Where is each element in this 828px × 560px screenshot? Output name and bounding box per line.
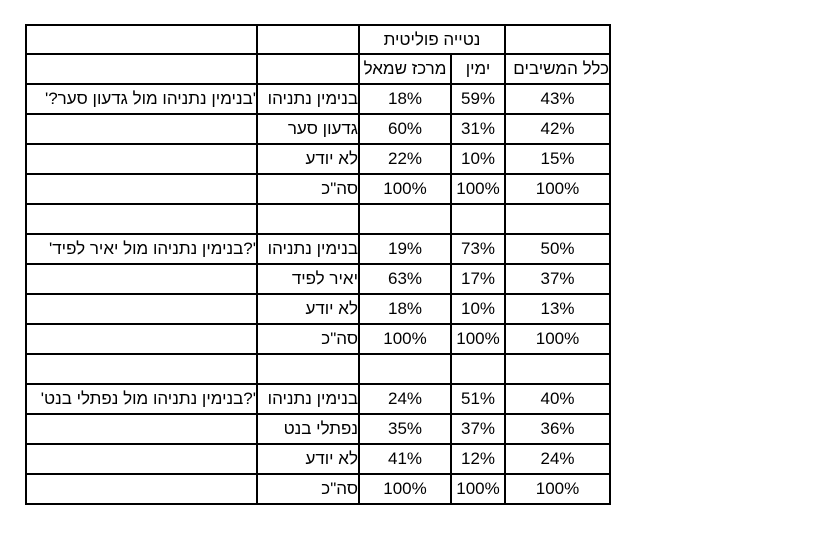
right-value[interactable]: 100%	[450, 323, 506, 355]
all-value[interactable]: 37%	[504, 263, 611, 295]
center-left-value[interactable]: 63%	[358, 263, 452, 295]
answer-cell[interactable]: יאיר לפיד	[256, 263, 360, 295]
all-value[interactable]: 43%	[504, 83, 611, 115]
answer-cell[interactable]: לא יודע	[256, 443, 360, 475]
political-leaning-header[interactable]: נטייה פוליטית	[358, 24, 506, 55]
table-row: לא יודע 41% 12% 24%	[25, 443, 611, 475]
center-left-value[interactable]: 18%	[358, 293, 452, 325]
table-row: סה"כ 100% 100% 100%	[25, 173, 611, 205]
all-value[interactable]: 100%	[504, 173, 611, 205]
empty-cell[interactable]	[450, 353, 506, 385]
empty-cell[interactable]	[358, 353, 452, 385]
center-left-value[interactable]: 100%	[358, 173, 452, 205]
header-row-group: נטייה פוליטית	[25, 24, 611, 55]
center-left-value[interactable]: 60%	[358, 113, 452, 145]
question-cell[interactable]: '?בנימין נתניהו מול נפתלי בנט'	[25, 383, 258, 415]
center-left-value[interactable]: 100%	[358, 323, 452, 355]
empty-cell[interactable]	[25, 413, 258, 445]
center-left-value[interactable]: 22%	[358, 143, 452, 175]
table-row: יאיר לפיד 63% 17% 37%	[25, 263, 611, 295]
empty-cell[interactable]	[25, 293, 258, 325]
empty-cell[interactable]	[256, 24, 360, 55]
table-row: '?בנימין נתניהו מול נפתלי בנט' בנימין נת…	[25, 383, 611, 415]
empty-cell[interactable]	[358, 203, 452, 235]
answer-cell[interactable]: סה"כ	[256, 173, 360, 205]
poll-results-table: נטייה פוליטית מרכז שמאל ימין כלל המשיבים…	[25, 24, 611, 505]
empty-cell[interactable]	[25, 473, 258, 505]
answer-cell[interactable]: לא יודע	[256, 293, 360, 325]
table-row: לא יודע 22% 10% 15%	[25, 143, 611, 175]
answer-cell[interactable]: סה"כ	[256, 473, 360, 505]
empty-cell[interactable]	[25, 323, 258, 355]
right-value[interactable]: 100%	[450, 473, 506, 505]
center-left-value[interactable]: 24%	[358, 383, 452, 415]
center-left-value[interactable]: 18%	[358, 83, 452, 115]
answer-cell[interactable]: בנימין נתניהו	[256, 83, 360, 115]
answer-cell[interactable]: לא יודע	[256, 143, 360, 175]
question-cell[interactable]: '?בנימין נתניהו מול יאיר לפיד'	[25, 233, 258, 265]
empty-cell[interactable]	[504, 203, 611, 235]
empty-cell[interactable]	[25, 53, 258, 85]
empty-cell[interactable]	[25, 353, 258, 385]
right-value[interactable]: 12%	[450, 443, 506, 475]
table-row: '?בנימין נתניהו מול יאיר לפיד' בנימין נת…	[25, 233, 611, 265]
empty-cell[interactable]	[25, 113, 258, 145]
question-cell[interactable]: 'בנימין נתניהו מול גדעון סער?'	[25, 83, 258, 115]
right-value[interactable]: 37%	[450, 413, 506, 445]
empty-cell[interactable]	[25, 203, 258, 235]
answer-cell[interactable]: נפתלי בנט	[256, 413, 360, 445]
right-header[interactable]: ימין	[450, 53, 506, 85]
answer-cell[interactable]: בנימין נתניהו	[256, 233, 360, 265]
empty-cell[interactable]	[256, 353, 360, 385]
all-value[interactable]: 42%	[504, 113, 611, 145]
empty-cell[interactable]	[504, 24, 611, 55]
all-respondents-header[interactable]: כלל המשיבים	[504, 53, 611, 85]
all-value[interactable]: 13%	[504, 293, 611, 325]
spacer-row	[25, 353, 611, 385]
all-value[interactable]: 24%	[504, 443, 611, 475]
center-left-header[interactable]: מרכז שמאל	[358, 53, 452, 85]
empty-cell[interactable]	[256, 203, 360, 235]
empty-cell[interactable]	[25, 143, 258, 175]
right-value[interactable]: 100%	[450, 173, 506, 205]
center-left-value[interactable]: 19%	[358, 233, 452, 265]
empty-cell[interactable]	[25, 443, 258, 475]
all-value[interactable]: 40%	[504, 383, 611, 415]
right-value[interactable]: 31%	[450, 113, 506, 145]
right-value[interactable]: 10%	[450, 143, 506, 175]
table-row: 'בנימין נתניהו מול גדעון סער?' בנימין נת…	[25, 83, 611, 115]
empty-cell[interactable]	[450, 203, 506, 235]
right-value[interactable]: 51%	[450, 383, 506, 415]
all-value[interactable]: 100%	[504, 323, 611, 355]
answer-cell[interactable]: גדעון סער	[256, 113, 360, 145]
right-value[interactable]: 17%	[450, 263, 506, 295]
all-value[interactable]: 15%	[504, 143, 611, 175]
center-left-value[interactable]: 35%	[358, 413, 452, 445]
table-row: גדעון סער 60% 31% 42%	[25, 113, 611, 145]
center-left-value[interactable]: 41%	[358, 443, 452, 475]
spacer-row	[25, 203, 611, 235]
right-value[interactable]: 59%	[450, 83, 506, 115]
table-row: לא יודע 18% 10% 13%	[25, 293, 611, 325]
all-value[interactable]: 100%	[504, 473, 611, 505]
table-row: סה"כ 100% 100% 100%	[25, 323, 611, 355]
empty-cell[interactable]	[25, 173, 258, 205]
empty-cell[interactable]	[504, 353, 611, 385]
right-value[interactable]: 73%	[450, 233, 506, 265]
center-left-value[interactable]: 100%	[358, 473, 452, 505]
spreadsheet-table-area: נטייה פוליטית מרכז שמאל ימין כלל המשיבים…	[25, 24, 611, 517]
answer-cell[interactable]: סה"כ	[256, 323, 360, 355]
empty-cell[interactable]	[25, 263, 258, 295]
header-row-columns: מרכז שמאל ימין כלל המשיבים	[25, 53, 611, 85]
answer-cell[interactable]: בנימין נתניהו	[256, 383, 360, 415]
all-value[interactable]: 36%	[504, 413, 611, 445]
empty-cell[interactable]	[25, 24, 258, 55]
all-value[interactable]: 50%	[504, 233, 611, 265]
right-value[interactable]: 10%	[450, 293, 506, 325]
table-row: נפתלי בנט 35% 37% 36%	[25, 413, 611, 445]
empty-cell[interactable]	[256, 53, 360, 85]
table-row: סה"כ 100% 100% 100%	[25, 473, 611, 505]
